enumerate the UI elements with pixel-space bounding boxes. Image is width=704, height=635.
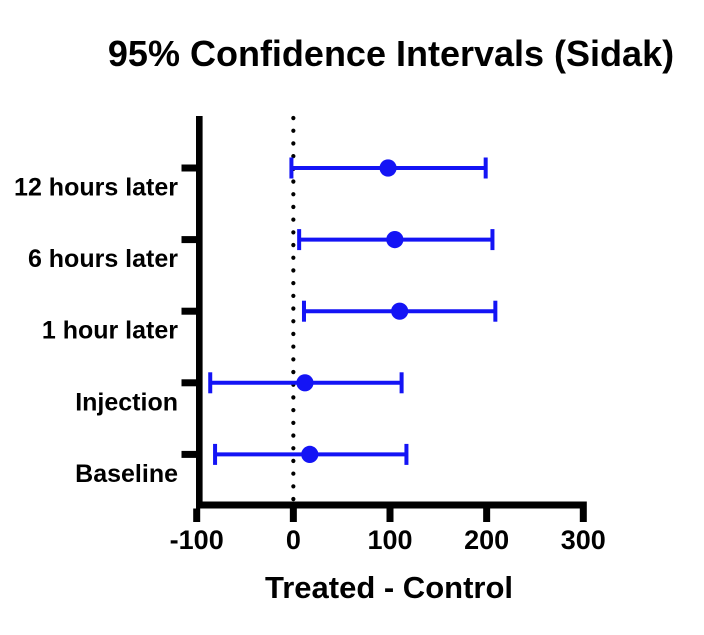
mean-marker [296, 374, 314, 392]
y-axis-tick [181, 236, 197, 244]
y-axis-tick [181, 164, 197, 172]
x-axis-line [196, 501, 587, 509]
x-axis-tick [386, 508, 394, 522]
y-category-label: 6 hours later [28, 245, 178, 273]
x-tick-label: 300 [561, 525, 606, 555]
y-axis-tick [181, 450, 197, 458]
y-category-label: Injection [75, 388, 178, 416]
x-tick-label: 200 [464, 525, 509, 555]
y-axis-tick [181, 379, 197, 387]
y-category-label: 12 hours later [14, 174, 178, 202]
x-axis-tick [289, 508, 297, 522]
x-tick-label: 0 [286, 525, 301, 555]
y-axis-line [196, 116, 203, 509]
x-tick-label: 100 [367, 525, 412, 555]
chart-title: 95% Confidence Intervals (Sidak) [108, 33, 674, 74]
y-category-label: 1 hour later [42, 317, 178, 345]
x-axis-tick [193, 508, 201, 522]
x-axis-tick [579, 508, 587, 522]
mean-marker [301, 445, 319, 463]
mean-marker [391, 302, 409, 320]
mean-marker [379, 159, 397, 177]
x-axis-tick [483, 508, 491, 522]
x-tick-label: -100 [170, 525, 224, 555]
x-axis-title: Treated - Control [265, 570, 513, 605]
y-category-label: Baseline [75, 460, 178, 488]
chart-layer: -100 0 100 200 300 12 hours later 6 hours late… [14, 115, 606, 555]
y-axis-tick [181, 307, 197, 315]
mean-marker [386, 231, 404, 249]
